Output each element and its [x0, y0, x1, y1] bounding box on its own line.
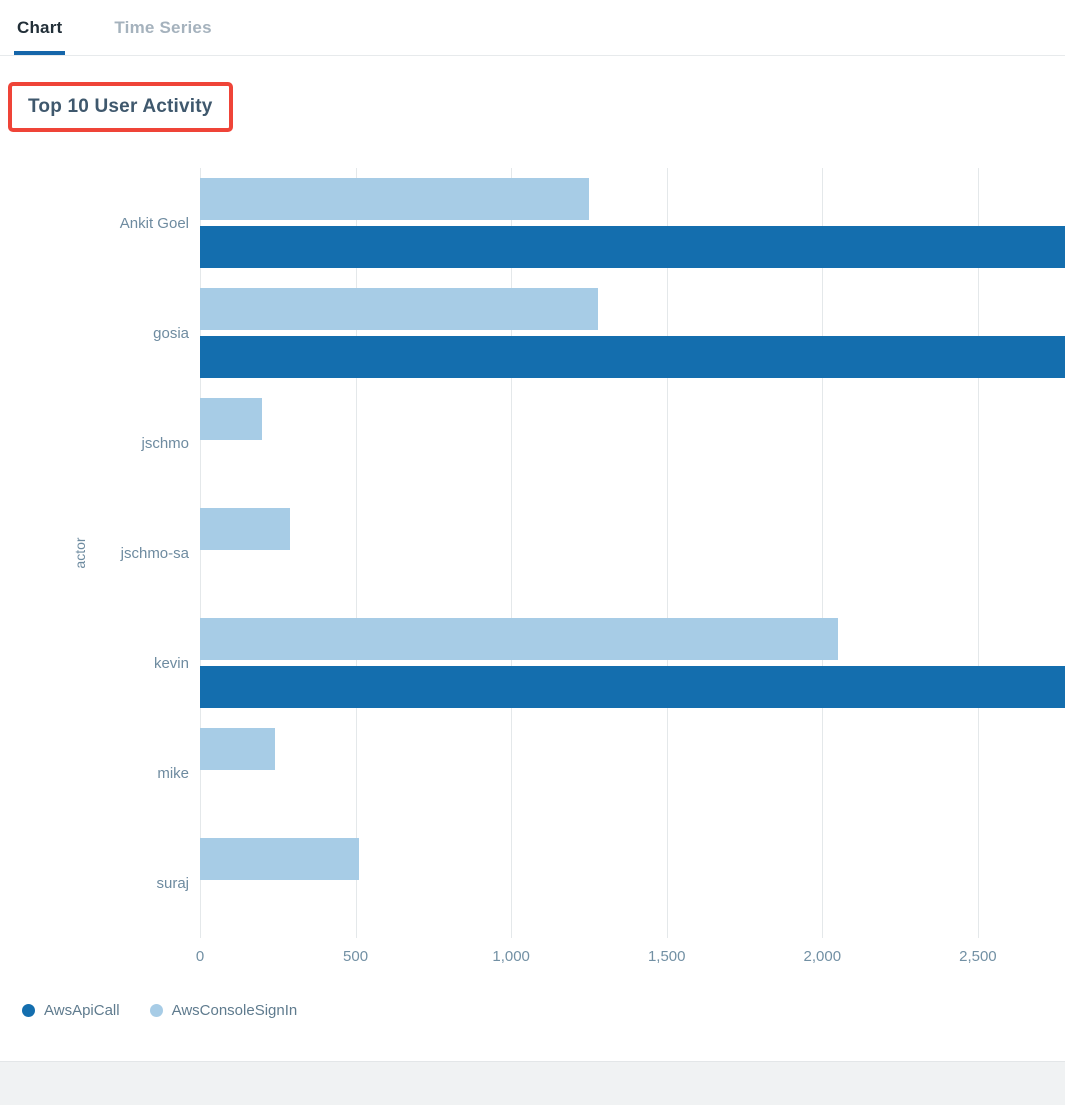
annotation-highlight-box: Top 10 User Activity: [8, 82, 233, 132]
bar-awsconsolesignin[interactable]: [200, 838, 359, 880]
bar-group: [200, 498, 1065, 608]
bar-awsconsolesignin[interactable]: [200, 288, 599, 330]
bar-awsconsolesignin[interactable]: [200, 728, 275, 770]
legend: AwsApiCall AwsConsoleSignIn: [0, 1002, 1065, 1019]
footer-strip: [0, 1061, 1065, 1105]
gridline: [355, 168, 357, 938]
x-tick-label: 0: [195, 948, 205, 965]
legend-dot-icon: [22, 1004, 35, 1017]
gridline: [200, 168, 201, 938]
bar-awsapicall[interactable]: [200, 336, 1065, 378]
bar-group: [200, 608, 1065, 718]
category-label: suraj: [156, 874, 189, 892]
bar-awsconsolesignin[interactable]: [200, 398, 263, 440]
plot-area: [200, 168, 1065, 938]
bar-awsapicall[interactable]: [200, 226, 1065, 268]
bar-awsconsolesignin[interactable]: [200, 618, 838, 660]
x-axis: 0 500 1,000 1,500 2,000 2,500: [196, 948, 1065, 970]
category-label: mike: [157, 764, 189, 782]
gridline: [822, 168, 824, 938]
bar-group: [200, 278, 1065, 388]
category-label: kevin: [153, 654, 189, 672]
gridline: [977, 168, 979, 938]
x-tick-label: 1,000: [492, 948, 530, 965]
tab-chart[interactable]: Chart: [14, 18, 66, 55]
category-label: jschmo-sa: [120, 544, 189, 562]
chart-title: Top 10 User Activity: [28, 96, 213, 117]
bar-awsapicall[interactable]: [200, 666, 1065, 708]
y-axis-labels: actor Ankit Goel gosia jschmo jschmo-sa kevi…: [0, 168, 200, 938]
bar-group: [200, 168, 1065, 278]
legend-dot-icon: [149, 1004, 163, 1017]
bar-group: [200, 828, 1065, 938]
x-tick-label: 2,500: [959, 948, 997, 965]
x-tick-label: 1,500: [647, 948, 686, 965]
y-axis-title: actor: [72, 537, 88, 569]
tab-time-series[interactable]: Time Series: [114, 18, 212, 37]
category-label: jschmo: [141, 434, 189, 452]
bar-group: [200, 388, 1065, 498]
legend-label: AwsConsoleSignIn: [171, 1002, 298, 1019]
bar-awsconsolesignin[interactable]: [200, 178, 589, 220]
category-label: gosia: [153, 324, 189, 342]
category-label: Ankit Goel: [119, 214, 189, 232]
bar-group: [200, 718, 1065, 828]
x-tick-label: 2,000: [803, 948, 842, 965]
legend-item-awsapicall[interactable]: AwsApiCall: [22, 1002, 120, 1019]
bar-chart: actor Ankit Goel gosia jschmo jschmo-sa kevi…: [0, 168, 1065, 938]
x-tick-label: 500: [343, 948, 369, 965]
gridline: [511, 168, 513, 938]
bar-awsconsolesignin[interactable]: [200, 508, 291, 550]
tab-bar: Chart Time Series: [0, 0, 1065, 56]
legend-item-awsconsolesignin[interactable]: AwsConsoleSignIn: [149, 1002, 298, 1019]
legend-label: AwsApiCall: [44, 1002, 120, 1019]
gridline: [666, 168, 668, 938]
